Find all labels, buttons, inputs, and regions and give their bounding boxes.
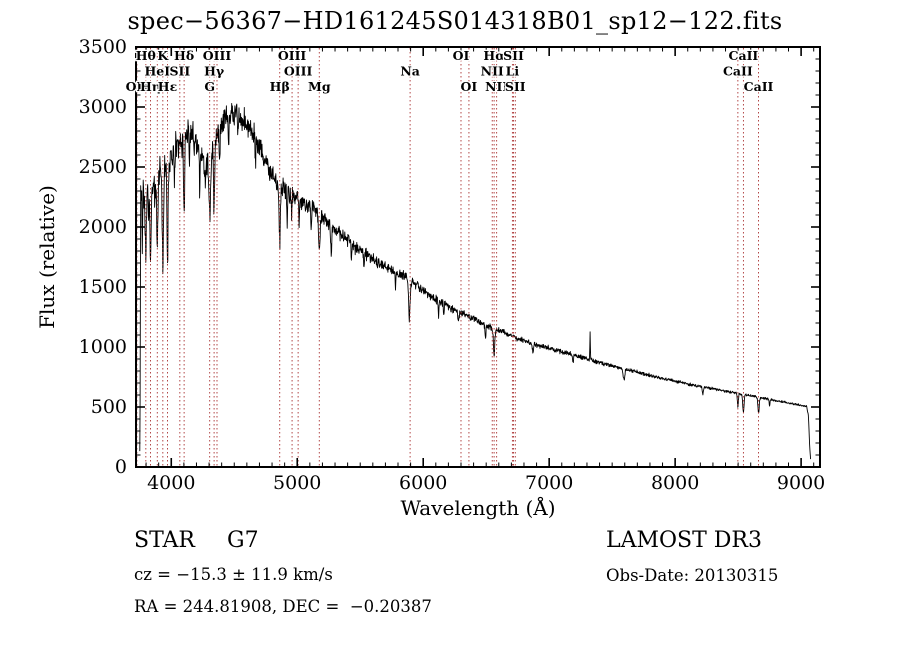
y-axis-label: Flux (relative) [35, 185, 59, 329]
spectral-line-label: OIII [203, 48, 232, 63]
spectral-line-label: Hε [158, 79, 177, 94]
y-tick-label: 500 [91, 396, 127, 418]
y-tick-label: 2500 [79, 156, 127, 178]
ra-dec: RA = 244.81908, DEC = −0.20387 [134, 597, 432, 616]
x-tick-label: 4000 [147, 472, 195, 494]
y-tick-label: 3000 [79, 96, 127, 118]
spectral-line-label: K [157, 48, 169, 63]
spectral-line-label: Hβ [270, 79, 290, 94]
spectral-line-label: OII [126, 79, 149, 94]
plot-box [135, 46, 821, 468]
spectral-line-label: NII [481, 64, 504, 79]
spectral-line-label: CaII [744, 79, 774, 94]
object-type: STAR [134, 528, 195, 553]
figure-title: spec−56367−HD161245S014318B01_sp12−122.f… [127, 7, 783, 35]
spectral-line-label: Hγ [204, 64, 225, 79]
spectral-line-label: Mg [308, 79, 331, 94]
x-tick-label: 5000 [273, 472, 321, 494]
spectral-line-label: CaII [723, 64, 753, 79]
y-tick-label: 3500 [79, 36, 127, 58]
spectrum-trace [139, 102, 812, 460]
y-tick-label: 1000 [79, 336, 127, 358]
x-axis-label: Wavelength (Å) [400, 496, 556, 520]
y-tick-label: 1500 [79, 276, 127, 298]
spectral-line-label: Hδ [174, 48, 194, 63]
spectral-line-label: OIII [284, 64, 313, 79]
spectral-line-label: HeI [144, 64, 170, 79]
spectral-line-label: Hα [483, 48, 505, 63]
cz-value: cz = −15.3 ± 11.9 km/s [134, 565, 333, 584]
spectral-line-label: NII [485, 79, 508, 94]
x-tick-label: 8000 [651, 472, 699, 494]
spectral-line-label: CaII [729, 48, 759, 63]
spectral-line-label: Hη [140, 79, 161, 94]
x-tick-label: 7000 [525, 472, 573, 494]
object-type-line: STAR G7 [134, 528, 259, 553]
spectral-line-label: Hθ [136, 48, 156, 63]
survey-label: LAMOST DR3 [606, 528, 762, 553]
spectral-line-label: Li [506, 64, 520, 79]
object-subclass: G7 [227, 528, 259, 553]
spectral-line-label: G [204, 79, 215, 94]
spectral-line-label: OI [461, 79, 478, 94]
obs-date: Obs-Date: 20130315 [606, 566, 779, 585]
y-tick-label: 2000 [79, 216, 127, 238]
spectral-line-label: OI [453, 48, 470, 63]
spectral-line-label: SII [505, 79, 526, 94]
spectral-line-label: SII [503, 48, 524, 63]
spectral-line-label: SII [169, 64, 190, 79]
spectral-line-label: OIII [278, 48, 307, 63]
spectral-line-label: Na [400, 64, 420, 79]
x-tick-label: 6000 [399, 472, 447, 494]
y-tick-label: 0 [115, 456, 127, 478]
x-tick-label: 9000 [777, 472, 825, 494]
